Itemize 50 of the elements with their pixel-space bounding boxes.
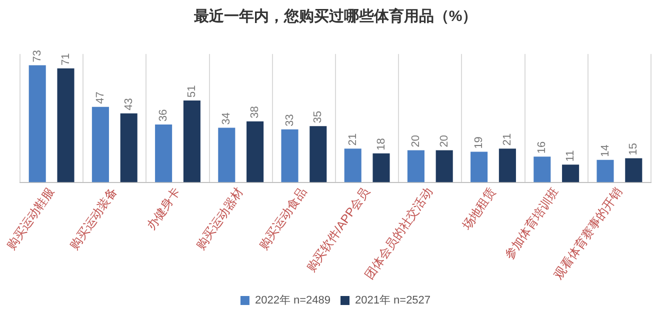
x-tick-label: 购买运动器材: [193, 184, 246, 252]
x-tick-label: 参加体育培训班: [502, 184, 562, 262]
data-label: 19: [473, 136, 486, 149]
data-label: 14: [599, 144, 612, 157]
x-tick-label: 购买运动鞋服: [4, 184, 57, 252]
x-tick-label: 购买运动食品: [256, 184, 310, 252]
data-label: 35: [312, 110, 324, 124]
data-label: 33: [284, 114, 296, 126]
bar: [436, 150, 453, 182]
data-label: 21: [501, 133, 514, 146]
data-label: 16: [536, 141, 548, 154]
legend-label: 2022年 n=2489: [254, 294, 331, 307]
data-label: 34: [220, 112, 233, 125]
data-label: 11: [564, 150, 577, 162]
data-label: 51: [186, 85, 198, 98]
bar: [625, 158, 642, 182]
data-label: 43: [122, 98, 135, 110]
bar: [562, 164, 580, 182]
x-tick-label: 购买运动装备: [67, 184, 120, 252]
x-tick-label: 场地租赁: [458, 184, 498, 234]
bar: [183, 100, 200, 182]
bar: [57, 68, 74, 182]
bar: [281, 129, 298, 182]
bar: [155, 124, 172, 182]
bar: [534, 156, 551, 182]
bar: [344, 148, 362, 182]
legend-label: 2021年 n=2527: [355, 294, 431, 307]
data-label: 71: [60, 53, 72, 66]
bar: [218, 128, 236, 182]
bar: [372, 153, 390, 182]
bar: [470, 152, 488, 182]
data-label: 73: [31, 50, 44, 62]
data-label: 47: [94, 92, 106, 104]
bar: [28, 65, 46, 182]
bar: [407, 150, 424, 182]
data-label: 20: [438, 134, 450, 148]
x-tick-label: 办健身卡: [144, 184, 183, 232]
data-label: 38: [249, 106, 262, 118]
data-label: 20: [410, 134, 422, 148]
bar: [498, 148, 516, 182]
bar: [310, 126, 327, 182]
bar: [246, 121, 264, 182]
data-label: 18: [375, 138, 388, 150]
bar: [92, 106, 109, 182]
bar: [120, 113, 138, 182]
bar: [596, 160, 614, 182]
data-label: 15: [628, 142, 640, 156]
data-label: 36: [158, 109, 170, 122]
data-label: 21: [346, 133, 359, 146]
chart-title: 最近一年内，您购买过哪些体育用品（%）: [192, 7, 478, 26]
